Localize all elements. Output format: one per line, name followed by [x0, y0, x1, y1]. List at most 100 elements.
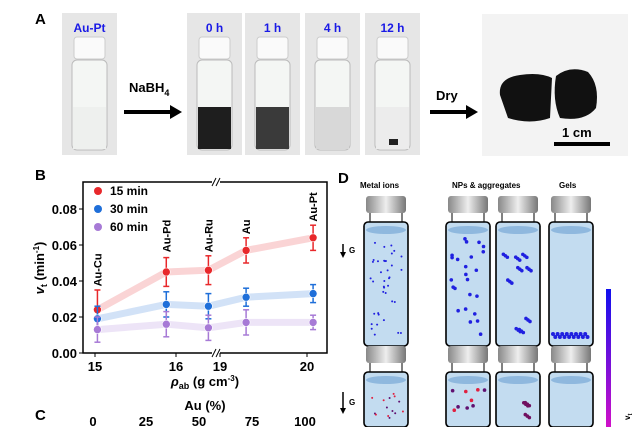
y-label-part: ) — [32, 242, 47, 246]
rate-chart: 0.00 0.02 0.04 0.06 0.08 15 16 19 20 ρab (g cm-3)… — [32, 177, 328, 391]
particle — [393, 249, 396, 252]
aggregate — [517, 258, 522, 262]
particle — [393, 395, 396, 398]
legend-marker — [94, 205, 102, 213]
gravity-arrow-icon — [340, 392, 346, 414]
aggregate — [505, 255, 510, 260]
particle — [474, 268, 479, 273]
c-tick-label: 50 — [192, 414, 206, 427]
particle — [465, 406, 469, 410]
particle — [464, 240, 469, 244]
category-label: Au-Pd — [161, 220, 173, 252]
particle — [469, 398, 474, 403]
data-point — [241, 318, 251, 327]
vial-label: 0 h — [206, 21, 223, 35]
particle — [463, 264, 468, 269]
category-label: Au-Pt — [308, 192, 320, 222]
data-point — [161, 319, 171, 329]
scale-bar — [554, 142, 610, 146]
particle — [384, 291, 387, 294]
liquid-surface — [498, 376, 538, 384]
gel-sediment — [585, 335, 590, 339]
particle — [481, 250, 486, 254]
particle — [463, 237, 467, 241]
aggregate — [520, 268, 524, 273]
gel-sediment — [567, 335, 572, 339]
gel-sediment — [564, 332, 569, 336]
particle — [465, 277, 470, 282]
particle — [388, 396, 391, 399]
aggregate — [528, 319, 532, 324]
gel-sediment — [580, 335, 585, 339]
particle — [377, 312, 380, 315]
particle — [464, 272, 468, 277]
particle — [373, 333, 376, 336]
particle — [388, 416, 391, 419]
particle — [463, 307, 468, 311]
liquid-surface — [498, 226, 538, 234]
x-label-part: (g cm — [189, 374, 227, 389]
gel-sediment — [571, 335, 576, 339]
particle — [387, 414, 390, 417]
colorbar — [606, 289, 611, 427]
legend-marker — [94, 223, 102, 231]
particle — [476, 388, 480, 392]
gel-sediment — [562, 335, 567, 339]
schematic-vials — [363, 196, 594, 427]
data-point — [241, 246, 251, 255]
axis-break — [212, 179, 220, 185]
axis-break-mark — [215, 177, 221, 187]
panel-a-label: A — [35, 11, 46, 28]
particle — [481, 244, 486, 249]
y-label-part: v — [32, 286, 47, 294]
c-tick-label: 100 — [294, 414, 316, 427]
header-gels: Gels — [559, 181, 577, 190]
liquid-surface — [366, 226, 406, 234]
gel-piece — [554, 69, 597, 119]
gel-sediment — [560, 332, 565, 336]
data-point — [204, 301, 213, 311]
gel-piece — [499, 74, 552, 122]
vial-cap — [366, 196, 406, 213]
legend-label: 60 min — [110, 220, 148, 234]
particle — [455, 257, 460, 262]
c-tick-label: 25 — [139, 414, 153, 427]
vial-body — [548, 371, 594, 427]
particle — [468, 320, 473, 324]
legend-label: 15 min — [110, 184, 148, 198]
vial-cap — [448, 346, 488, 363]
y-label-part: (min — [32, 253, 47, 284]
axis-break-mark — [211, 348, 217, 358]
particle — [449, 278, 454, 282]
axis-break — [212, 350, 220, 356]
particle — [390, 244, 393, 247]
particle — [382, 399, 385, 402]
header-nps: NPs & aggregates — [452, 181, 521, 190]
gel-sediment — [578, 332, 583, 336]
vial-body — [495, 371, 541, 427]
particle — [370, 323, 373, 326]
gravity-label: G — [349, 398, 355, 407]
particle — [374, 413, 377, 416]
particle — [451, 285, 455, 289]
panel-c-axis-title: Au (%) — [184, 398, 225, 413]
particle — [450, 255, 454, 260]
vial-liquid — [198, 107, 231, 149]
particle — [388, 276, 391, 279]
gel-sediment — [569, 332, 574, 336]
legend-marker — [94, 187, 102, 195]
y-tick-label: 0.04 — [52, 274, 78, 289]
vial-body — [363, 221, 409, 347]
particle — [391, 300, 394, 303]
aggregate — [525, 255, 529, 260]
data-point — [308, 289, 318, 298]
vial-cap — [316, 36, 349, 60]
particle — [370, 327, 373, 330]
aggregate — [527, 403, 532, 408]
particle — [452, 408, 457, 413]
panel-b-label: B — [35, 167, 46, 184]
y-tick-label: 0.08 — [52, 202, 77, 217]
gel-sediment — [576, 335, 581, 339]
gel-sediment — [553, 335, 558, 339]
liquid-surface — [366, 376, 406, 384]
